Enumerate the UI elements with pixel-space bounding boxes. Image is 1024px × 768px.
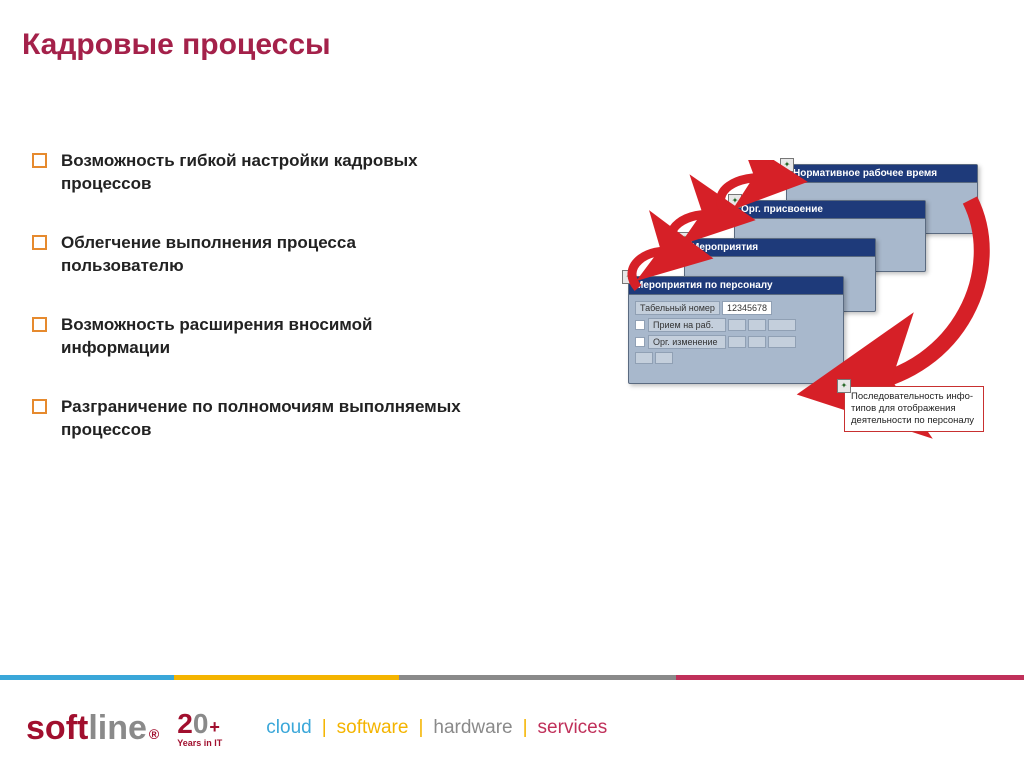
pin-icon: [678, 232, 692, 246]
field-box: [748, 336, 766, 348]
service-services: services: [528, 717, 618, 739]
bullet-item: Возможность гибкой настройки кадровых пр…: [32, 150, 472, 196]
callout-box: Последовательность инфо- типов для отобр…: [844, 386, 984, 432]
field-box: [635, 352, 653, 364]
slide: Кадровые процессы Возможность гибкой нас…: [0, 0, 1024, 768]
stripe-segment: [174, 675, 399, 680]
bullet-item: Облегчение выполнения процесса пользоват…: [32, 232, 472, 278]
years-label: Years in IT: [177, 738, 222, 748]
pin-icon: [622, 270, 636, 284]
form-row: Орг. изменение: [635, 335, 837, 349]
window-header: Мероприятия по персоналу: [629, 277, 843, 295]
bullet-item: Возможность расширения вносимой информац…: [32, 314, 472, 360]
form-row: Прием на раб.: [635, 318, 837, 332]
service-hardware: hardware: [423, 717, 522, 739]
bullet-item: Разграничение по полномочиям выполняемых…: [32, 396, 472, 442]
stripe-segment: [399, 675, 675, 680]
page-title: Кадровые процессы: [22, 28, 331, 62]
logo-text: oft: [45, 709, 88, 748]
bullet-text: Разграничение по полномочиям выполняемых…: [61, 396, 472, 442]
pin-icon: [780, 158, 794, 172]
years-digit: 2: [177, 708, 193, 740]
pin-icon: [837, 379, 851, 393]
form-row: Табельный номер 12345678: [635, 301, 837, 315]
years-digit: 0: [193, 708, 209, 740]
stripe-segment: [0, 675, 174, 680]
pin-icon: [728, 194, 742, 208]
window-header: Нормативное рабочее время: [787, 165, 977, 183]
bullet-text: Возможность расширения вносимой информац…: [61, 314, 472, 360]
window-personnel-events: Мероприятия по персоналу Табельный номер…: [628, 276, 844, 384]
tab-number-value: 12345678: [722, 301, 772, 315]
field-box: [655, 352, 673, 364]
years-number: 20+: [177, 708, 220, 740]
form-row: [635, 352, 837, 364]
checkbox-icon: [635, 337, 645, 347]
row-label: Орг. изменение: [648, 335, 726, 349]
field-box: [748, 319, 766, 331]
tab-number-label: Табельный номер: [635, 301, 720, 315]
field-box: [728, 319, 746, 331]
bullet-text: Облегчение выполнения процесса пользоват…: [61, 232, 472, 278]
bullet-text: Возможность гибкой настройки кадровых пр…: [61, 150, 472, 196]
window-header: Орг. присвоение: [735, 201, 925, 219]
service-cloud: cloud: [256, 717, 321, 739]
bullet-marker-icon: [32, 317, 47, 332]
field-box: [768, 319, 796, 331]
logo-text: line: [88, 709, 147, 748]
bullet-marker-icon: [32, 153, 47, 168]
registered-icon: ®: [149, 726, 159, 742]
callout-text: Последовательность инфо- типов для отобр…: [851, 391, 974, 426]
window-body: Табельный номер 12345678 Прием на раб. О…: [629, 295, 843, 373]
services-list: cloud | software | hardware | services: [256, 717, 617, 739]
field-box: [768, 336, 796, 348]
window-header: Мероприятия: [685, 239, 875, 257]
field-box: [728, 336, 746, 348]
brand-logo: softline®: [26, 709, 159, 748]
years-plus: +: [209, 717, 220, 738]
bullet-marker-icon: [32, 235, 47, 250]
logo-text: s: [26, 709, 45, 748]
checkbox-icon: [635, 320, 645, 330]
cascading-windows-diagram: Нормативное рабочее время Орг. присвоени…: [560, 160, 990, 460]
bullet-list: Возможность гибкой настройки кадровых пр…: [32, 150, 472, 478]
service-software: software: [327, 717, 419, 739]
footer: softline® 20+ Years in IT cloud | softwa…: [0, 688, 1024, 768]
bullet-marker-icon: [32, 399, 47, 414]
stripe-segment: [676, 675, 1024, 680]
footer-stripe: [0, 675, 1024, 680]
row-label: Прием на раб.: [648, 318, 726, 332]
years-badge: 20+ Years in IT: [177, 708, 222, 748]
